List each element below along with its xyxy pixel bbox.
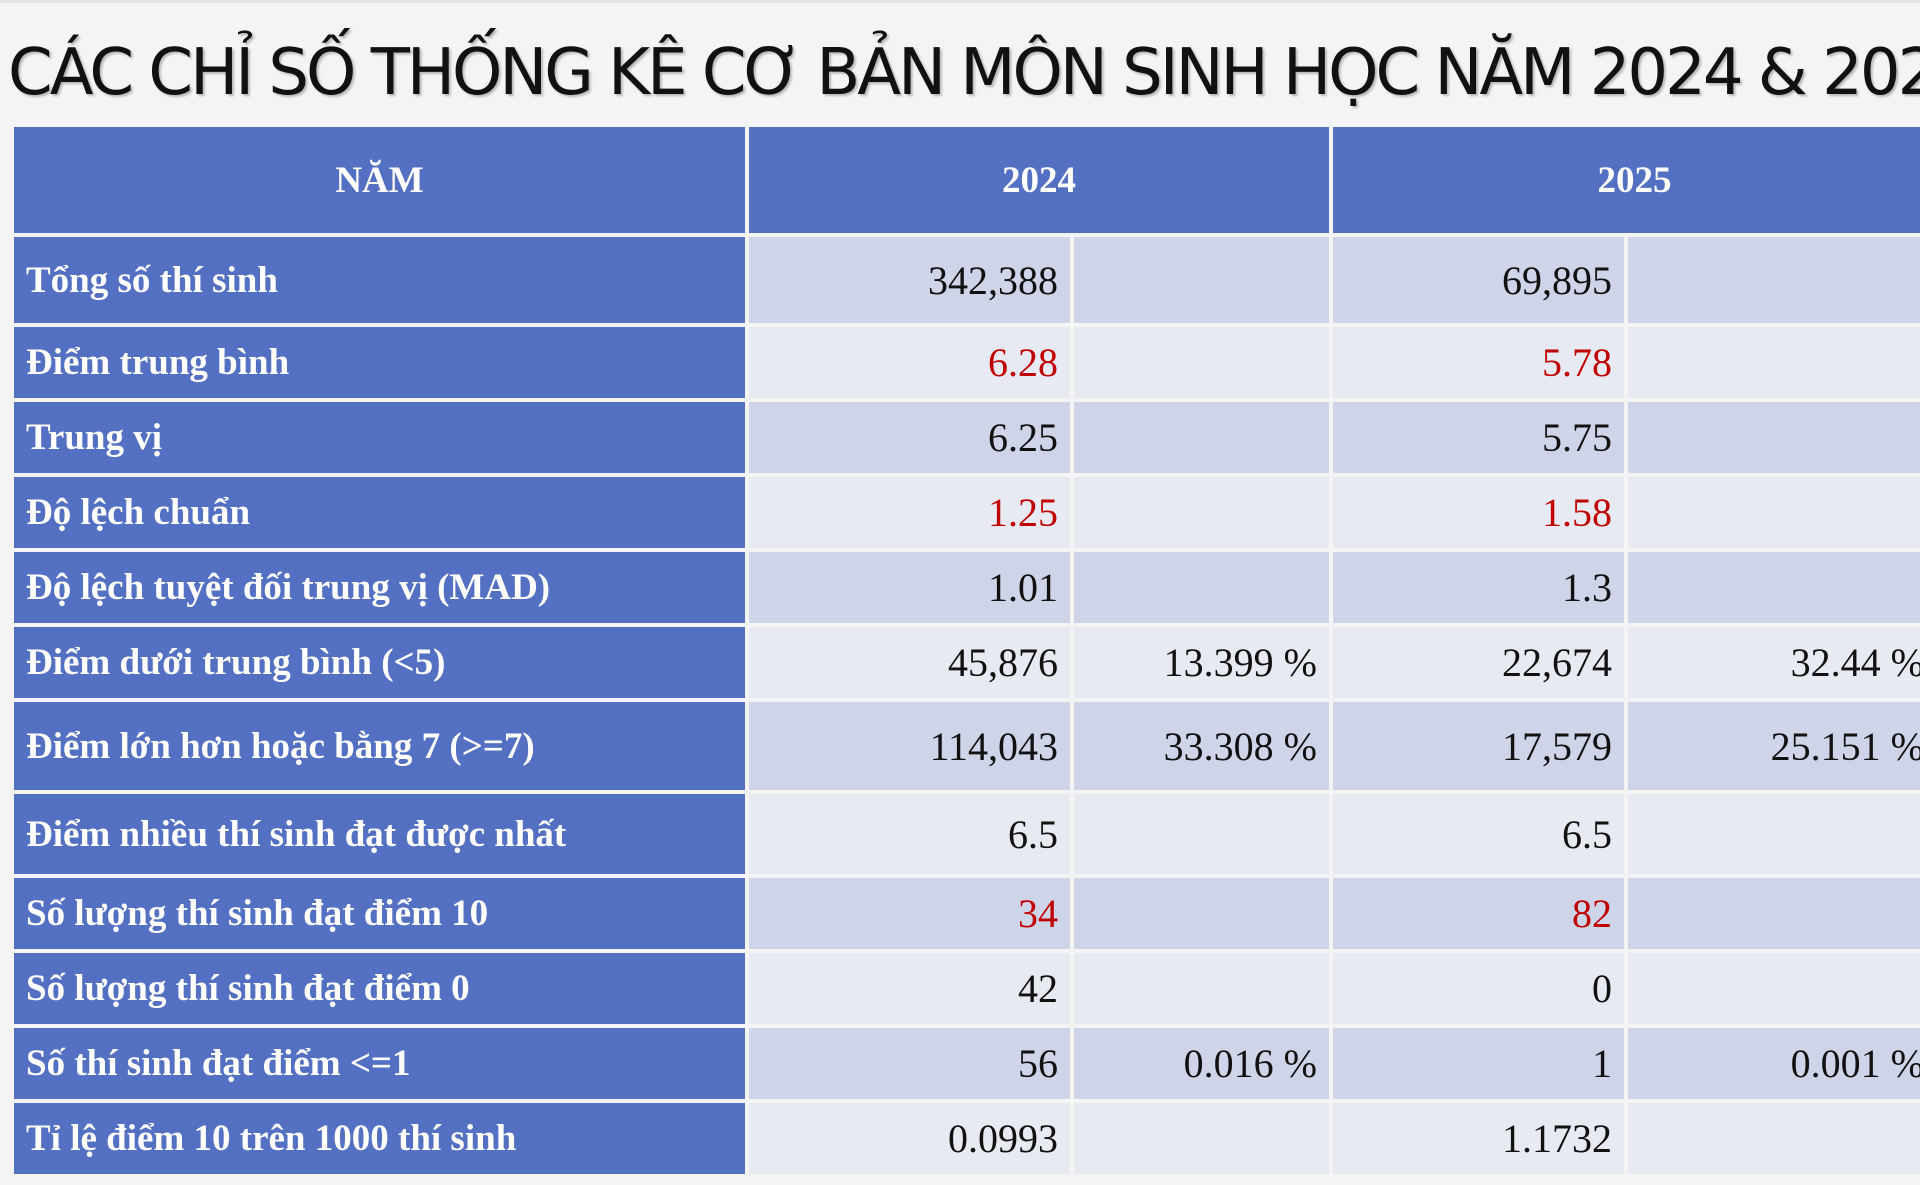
table-row: Điểm lớn hơn hoặc bằng 7 (>=7) 114,043 3… — [14, 702, 1920, 790]
row-label: Độ lệch tuyệt đối trung vị (MAD) — [14, 552, 745, 623]
row-label: Điểm dưới trung bình (<5) — [14, 627, 745, 698]
value-2024: 1.25 — [749, 477, 1070, 548]
table-row: Điểm trung bình 6.28 5.78 — [14, 327, 1920, 398]
percent-2025: 25.151 % — [1628, 702, 1920, 790]
percent-2024: 0.016 % — [1074, 1028, 1329, 1099]
row-label: Tỉ lệ điểm 10 trên 1000 thí sinh — [14, 1103, 745, 1174]
table-header-row: NĂM 2024 2025 — [14, 127, 1920, 233]
value-2025: 6.5 — [1333, 794, 1624, 874]
percent-2025: 0.001 % — [1628, 1028, 1920, 1099]
percent-2025 — [1628, 1103, 1920, 1174]
value-2024: 6.28 — [749, 327, 1070, 398]
value-2025: 82 — [1333, 878, 1624, 949]
value-2025: 1 — [1333, 1028, 1624, 1099]
percent-2024 — [1074, 953, 1329, 1024]
value-2024: 56 — [749, 1028, 1070, 1099]
value-2024: 114,043 — [749, 702, 1070, 790]
percent-2024 — [1074, 327, 1329, 398]
table-row: Độ lệch chuẩn 1.25 1.58 — [14, 477, 1920, 548]
row-label: Số lượng thí sinh đạt điểm 0 — [14, 953, 745, 1024]
percent-2025 — [1628, 552, 1920, 623]
header-year-label: NĂM — [14, 127, 745, 233]
value-2024: 34 — [749, 878, 1070, 949]
value-2025: 69,895 — [1333, 237, 1624, 323]
value-2024: 6.25 — [749, 402, 1070, 473]
table-row: Điểm dưới trung bình (<5) 45,876 13.399 … — [14, 627, 1920, 698]
row-label: Tổng số thí sinh — [14, 237, 745, 323]
row-label: Điểm lớn hơn hoặc bằng 7 (>=7) — [14, 702, 745, 790]
row-label: Số thí sinh đạt điểm <=1 — [14, 1028, 745, 1099]
percent-2024 — [1074, 237, 1329, 323]
percent-2024 — [1074, 1103, 1329, 1174]
value-2025: 5.78 — [1333, 327, 1624, 398]
header-2024: 2024 — [749, 127, 1329, 233]
percent-2025 — [1628, 327, 1920, 398]
value-2024: 42 — [749, 953, 1070, 1024]
percent-2024: 13.399 % — [1074, 627, 1329, 698]
value-2025: 1.1732 — [1333, 1103, 1624, 1174]
percent-2025 — [1628, 402, 1920, 473]
value-2024: 6.5 — [749, 794, 1070, 874]
percent-2025 — [1628, 878, 1920, 949]
percent-2024 — [1074, 794, 1329, 874]
value-2024: 0.0993 — [749, 1103, 1070, 1174]
value-2025: 22,674 — [1333, 627, 1624, 698]
percent-2025: 32.44 % — [1628, 627, 1920, 698]
value-2025: 17,579 — [1333, 702, 1624, 790]
table-row: Điểm nhiều thí sinh đạt được nhất 6.5 6.… — [14, 794, 1920, 874]
page-title: CÁC CHỈ SỐ THỐNG KÊ CƠ BẢN MÔN SINH HỌC … — [8, 36, 1920, 110]
percent-2025 — [1628, 794, 1920, 874]
value-2025: 5.75 — [1333, 402, 1624, 473]
percent-2025 — [1628, 477, 1920, 548]
percent-2024 — [1074, 878, 1329, 949]
value-2025: 1.58 — [1333, 477, 1624, 548]
table-row: Tổng số thí sinh 342,388 69,895 — [14, 237, 1920, 323]
value-2025: 1.3 — [1333, 552, 1624, 623]
percent-2025 — [1628, 953, 1920, 1024]
percent-2024 — [1074, 552, 1329, 623]
header-2025: 2025 — [1333, 127, 1920, 233]
percent-2025 — [1628, 237, 1920, 323]
percent-2024 — [1074, 477, 1329, 548]
row-label: Điểm trung bình — [14, 327, 745, 398]
value-2025: 0 — [1333, 953, 1624, 1024]
table-row: Trung vị 6.25 5.75 — [14, 402, 1920, 473]
percent-2024 — [1074, 402, 1329, 473]
percent-2024: 33.308 % — [1074, 702, 1329, 790]
row-label: Điểm nhiều thí sinh đạt được nhất — [14, 794, 745, 874]
row-label: Số lượng thí sinh đạt điểm 10 — [14, 878, 745, 949]
table-row: Số lượng thí sinh đạt điểm 0 42 0 — [14, 953, 1920, 1024]
table-row: Số lượng thí sinh đạt điểm 10 34 82 — [14, 878, 1920, 949]
row-label: Độ lệch chuẩn — [14, 477, 745, 548]
table-row: Số thí sinh đạt điểm <=1 56 0.016 % 1 0.… — [14, 1028, 1920, 1099]
row-label: Trung vị — [14, 402, 745, 473]
table-row: Tỉ lệ điểm 10 trên 1000 thí sinh 0.0993 … — [14, 1103, 1920, 1174]
value-2024: 1.01 — [749, 552, 1070, 623]
statistics-table: NĂM 2024 2025 Tổng số thí sinh 342,388 6… — [10, 123, 1920, 1178]
value-2024: 342,388 — [749, 237, 1070, 323]
table-row: Độ lệch tuyệt đối trung vị (MAD) 1.01 1.… — [14, 552, 1920, 623]
value-2024: 45,876 — [749, 627, 1070, 698]
